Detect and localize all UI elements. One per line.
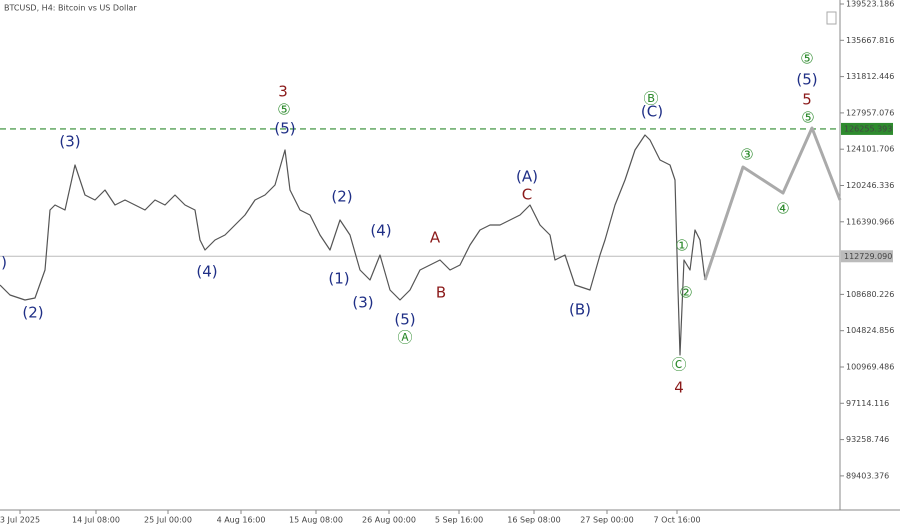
x-tick-label: 16 Sep 08:00 bbox=[507, 516, 560, 525]
wave-label: ③ bbox=[740, 146, 753, 164]
wave-label: ⑤ bbox=[800, 49, 813, 67]
y-tick-label: 120246.336 bbox=[846, 181, 894, 190]
y-tick-label: 131812.446 bbox=[846, 72, 894, 81]
x-tick-label: 3 Jul 2025 bbox=[0, 516, 40, 525]
y-tick-label: 93258.746 bbox=[846, 435, 889, 444]
x-tick-label: 7 Oct 16:00 bbox=[653, 516, 700, 525]
y-tick-label: 139523.186 bbox=[846, 0, 894, 8]
wave-label: ① bbox=[675, 236, 688, 254]
level-label: 126255.393 bbox=[844, 124, 892, 133]
wave-label: (5) bbox=[394, 310, 415, 328]
x-tick-label: 25 Jul 00:00 bbox=[144, 516, 192, 525]
wave-label: (5) bbox=[796, 71, 817, 89]
x-tick-label: 14 Jul 08:00 bbox=[72, 516, 120, 525]
y-tick-label: 116390.966 bbox=[846, 217, 894, 226]
wave-label: (B) bbox=[569, 300, 591, 318]
wave-label: (3) bbox=[59, 132, 80, 150]
wave-label: (4) bbox=[370, 222, 391, 240]
wave-label: ) bbox=[1, 254, 7, 272]
wave-label: (C) bbox=[641, 103, 663, 121]
wave-label: Ⓑ bbox=[643, 90, 658, 108]
x-tick-label: 27 Sep 00:00 bbox=[580, 516, 633, 525]
wave-label: (2) bbox=[331, 188, 352, 206]
y-tick-label: 104824.856 bbox=[846, 326, 894, 335]
wave-label: (5) bbox=[274, 119, 295, 137]
price-line bbox=[0, 134, 706, 356]
level-label: 112729.090 bbox=[844, 252, 892, 261]
toggle-button[interactable] bbox=[826, 11, 837, 25]
wave-label: (2) bbox=[22, 303, 43, 321]
y-tick-label: 89403.376 bbox=[846, 471, 889, 480]
wave-label: Ⓒ bbox=[671, 355, 686, 373]
wave-label: ⑤ bbox=[801, 109, 814, 127]
wave-label: 5 bbox=[802, 90, 812, 108]
x-tick-label: 5 Sep 16:00 bbox=[435, 516, 483, 525]
y-tick-label: 135667.816 bbox=[846, 36, 894, 45]
level-label-box bbox=[841, 250, 893, 263]
chart-title: BTCUSD, H4: Bitcoin vs US Dollar bbox=[4, 4, 137, 13]
wave-label: 3 bbox=[278, 82, 288, 100]
wave-label: C bbox=[522, 185, 532, 203]
wave-label: ⑤ bbox=[277, 100, 290, 118]
y-tick-label: 127957.076 bbox=[846, 108, 894, 117]
projection-line bbox=[703, 126, 842, 281]
y-tick-label: 108680.226 bbox=[846, 290, 894, 299]
wave-label: (4) bbox=[196, 262, 217, 280]
wave-label: Ⓐ bbox=[397, 329, 412, 347]
wave-label: (1) bbox=[328, 269, 349, 287]
wave-label: B bbox=[436, 283, 446, 301]
wave-label: (3) bbox=[352, 293, 373, 311]
wave-label: A bbox=[430, 228, 441, 246]
wave-label: ④ bbox=[776, 199, 789, 217]
wave-label: (A) bbox=[516, 167, 538, 185]
level-label-box bbox=[841, 122, 893, 135]
y-tick-label: 100969.486 bbox=[846, 362, 894, 371]
y-tick-label: 97114.116 bbox=[846, 399, 889, 408]
wave-label: 4 bbox=[674, 378, 684, 396]
x-tick-label: 15 Aug 08:00 bbox=[289, 516, 343, 525]
x-tick-label: 4 Aug 16:00 bbox=[217, 516, 266, 525]
wave-label: ② bbox=[679, 283, 692, 301]
x-tick-label: 26 Aug 00:00 bbox=[362, 516, 416, 525]
y-tick-label: 124101.706 bbox=[846, 145, 894, 154]
